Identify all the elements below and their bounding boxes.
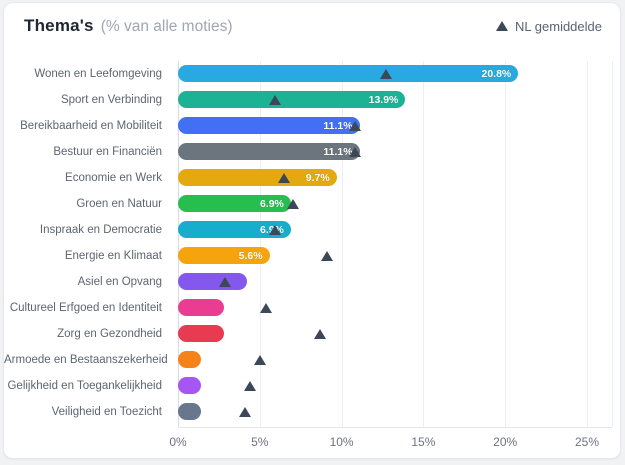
page-title: Thema's bbox=[24, 16, 94, 35]
nl-average-marker bbox=[278, 173, 291, 183]
bar-segment[interactable]: 11.1% bbox=[178, 117, 360, 134]
category-label: Sport en Verbinding bbox=[60, 94, 162, 106]
category-label: Bestuur en Financiën bbox=[53, 146, 162, 158]
x-tick-label: 20% bbox=[493, 435, 518, 449]
themes-chart-card: Thema's (% van alle moties) NL gemiddeld… bbox=[3, 2, 621, 459]
category-label: Energie en Klimaat bbox=[64, 250, 162, 262]
category-label: Bereikbaarheid en Mobiliteit bbox=[20, 120, 162, 132]
x-axis-line bbox=[178, 427, 612, 428]
title-group: Thema's (% van alle moties) bbox=[24, 16, 233, 36]
bar-segment[interactable]: 9.7% bbox=[178, 169, 337, 186]
triangle-up-icon bbox=[496, 21, 509, 31]
bar-segment[interactable] bbox=[178, 325, 224, 342]
category-label: Zorg en Gezondheid bbox=[57, 328, 162, 340]
nl-average-legend: NL gemiddelde bbox=[496, 19, 602, 34]
chart-row: Groen en Natuur 6.9% bbox=[4, 191, 620, 217]
chart-row: Sport en Verbinding 13.9% bbox=[4, 87, 620, 113]
nl-average-marker bbox=[314, 329, 327, 339]
gridline bbox=[423, 61, 425, 427]
category-label: Cultureel Erfgoed en Identiteit bbox=[9, 302, 162, 314]
legend-label: NL gemiddelde bbox=[515, 18, 602, 34]
x-tick-label: 25% bbox=[574, 435, 600, 449]
bar-value-label: 6.9% bbox=[259, 197, 284, 210]
chart-row: Inspraak en Democratie 6.9% bbox=[4, 217, 620, 243]
nl-average-marker bbox=[268, 225, 281, 235]
plot-right-border bbox=[612, 61, 613, 427]
nl-average-marker bbox=[348, 121, 361, 131]
chart-row: Wonen en Leefomgeving 20.8% bbox=[4, 61, 620, 87]
chart-row: Bereikbaarheid en Mobiliteit 11.1% bbox=[4, 113, 620, 139]
bar-segment[interactable]: 6.9% bbox=[178, 195, 291, 212]
gridline bbox=[341, 61, 343, 427]
chart-row: Gelijkheid en Toegankelijkheid bbox=[4, 373, 620, 399]
bar-value-label: 9.7% bbox=[305, 171, 330, 184]
gridline bbox=[587, 61, 588, 427]
chart-row: Asiel en Opvang bbox=[4, 269, 620, 295]
nl-average-marker bbox=[219, 277, 232, 287]
nl-average-marker bbox=[239, 407, 252, 417]
bar-value-label: 13.9% bbox=[368, 93, 399, 106]
y-axis-line bbox=[178, 61, 179, 427]
bar-segment[interactable]: 5.6% bbox=[178, 247, 270, 264]
chart-row: Zorg en Gezondheid bbox=[4, 321, 620, 347]
gridline bbox=[259, 61, 261, 427]
bar-value-label: 20.8% bbox=[481, 67, 512, 80]
bar-segment[interactable] bbox=[178, 403, 201, 420]
bar-segment[interactable] bbox=[178, 377, 201, 394]
card-header: Thema's (% van alle moties) NL gemiddeld… bbox=[4, 3, 620, 36]
bar-segment[interactable]: 13.9% bbox=[178, 91, 406, 108]
category-label: Asiel en Opvang bbox=[77, 276, 162, 288]
nl-average-marker bbox=[348, 147, 361, 157]
chart-row: Energie en Klimaat 5.6% bbox=[4, 243, 620, 269]
nl-average-marker bbox=[286, 199, 299, 209]
x-tick-label: 5% bbox=[251, 435, 269, 449]
bar-value-label: 11.1% bbox=[323, 145, 353, 158]
x-tick-label: 15% bbox=[411, 435, 436, 449]
chart-row: Cultureel Erfgoed en Identiteit bbox=[4, 295, 620, 321]
bar-value-label: 5.6% bbox=[238, 249, 263, 262]
category-label: Gelijkheid en Toegankelijkheid bbox=[7, 380, 162, 392]
bar-segment[interactable] bbox=[178, 351, 201, 368]
category-label: Veiligheid en Toezicht bbox=[51, 406, 162, 418]
category-label: Groen en Natuur bbox=[76, 198, 162, 210]
nl-average-marker bbox=[260, 303, 273, 313]
bar-segment[interactable] bbox=[178, 299, 224, 316]
bar-segment[interactable]: 11.1% bbox=[178, 143, 360, 160]
bar-value-label: 11.1% bbox=[323, 119, 353, 132]
nl-average-marker bbox=[268, 95, 281, 105]
category-label: Inspraak en Democratie bbox=[39, 224, 162, 236]
chart-row: Bestuur en Financiën 11.1% bbox=[4, 139, 620, 165]
nl-average-marker bbox=[253, 355, 266, 365]
nl-average-marker bbox=[320, 251, 333, 261]
gridline bbox=[505, 61, 507, 427]
chart-row: Veiligheid en Toezicht bbox=[4, 399, 620, 425]
bar-segment[interactable]: 20.8% bbox=[178, 65, 519, 82]
category-label: Armoede en Bestaanszekerheid bbox=[4, 354, 168, 366]
chart-row: Economie en Werk 9.7% bbox=[4, 165, 620, 191]
category-label: Economie en Werk bbox=[65, 172, 162, 184]
x-tick-label: 0% bbox=[169, 435, 187, 449]
bar-chart: Wonen en Leefomgeving 20.8% Sport en Verbi… bbox=[4, 61, 620, 451]
nl-average-marker bbox=[379, 69, 392, 79]
chart-row: Armoede en Bestaanszekerheid bbox=[4, 347, 620, 373]
bar-segment[interactable] bbox=[178, 273, 247, 290]
page-subtitle: (% van alle moties) bbox=[100, 18, 233, 35]
nl-average-marker bbox=[243, 381, 256, 391]
x-tick-label: 10% bbox=[329, 435, 354, 449]
category-label: Wonen en Leefomgeving bbox=[34, 68, 162, 80]
